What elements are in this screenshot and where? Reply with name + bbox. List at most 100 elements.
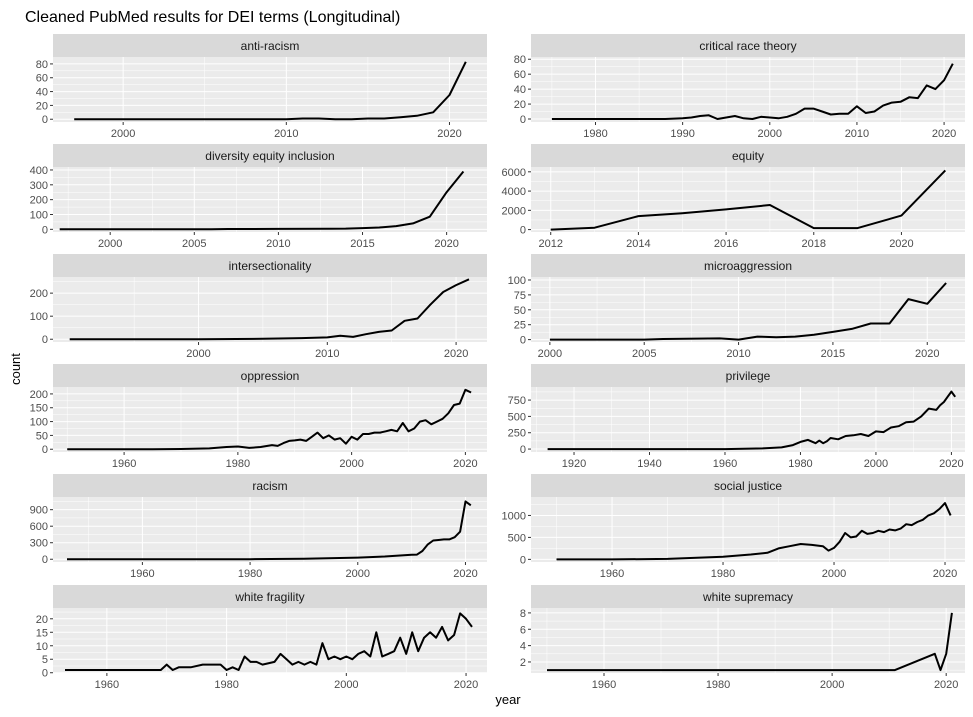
- facet-panel: social justice 0 500 1000 1960 1980 2000 2020: [502, 474, 965, 580]
- facet-strip-label: social justice: [714, 479, 782, 493]
- y-tick-label: 2: [520, 657, 526, 669]
- series-line: [551, 63, 954, 120]
- y-tick-label: 0: [520, 554, 526, 566]
- x-tick-label: 1960: [130, 568, 154, 580]
- x-axis-label: year: [495, 692, 521, 707]
- facet-strip-label: white fragility: [234, 590, 304, 604]
- x-tick-label: 2005: [632, 348, 656, 360]
- x-tick-label: 2020: [915, 348, 939, 360]
- y-tick-label: 6: [520, 624, 526, 636]
- facet-strip-label: diversity equity inclusion: [205, 149, 334, 163]
- y-tick-label: 0: [520, 225, 526, 237]
- y-tick-label: 5: [42, 654, 48, 666]
- series-line: [69, 278, 470, 341]
- y-tick-label: 40: [514, 84, 526, 96]
- y-tick-label: 80: [36, 59, 48, 71]
- x-tick-label: 2020: [437, 128, 461, 140]
- y-tick-label: 60: [514, 69, 526, 81]
- x-tick-label: 2000: [186, 348, 210, 360]
- facet-strip: [531, 34, 965, 57]
- x-tick-label: 2020: [453, 568, 477, 580]
- y-tick-label: 0: [520, 114, 526, 126]
- y-tick-label: 6000: [502, 167, 526, 179]
- x-tick-label: 2020: [889, 238, 913, 250]
- x-tick-label: 1960: [713, 458, 737, 470]
- x-tick-label: 1980: [214, 679, 238, 691]
- y-tick-label: 100: [30, 209, 48, 221]
- facet-panel: microaggression 0 25 50 75 100 2000 2005 2010 201…: [508, 254, 965, 360]
- panel-background: [53, 387, 487, 452]
- facet-strip: [53, 585, 487, 608]
- series-line: [65, 612, 473, 671]
- x-tick-label: 2020: [454, 679, 478, 691]
- facet-panel: equity 0 2000 4000 6000 2012 2014 2016 2018 2020: [502, 144, 965, 250]
- facet-strip-label: equity: [732, 149, 764, 163]
- chart-title: Cleaned PubMed results for DEI terms (Lo…: [25, 9, 400, 26]
- x-tick-label: 1960: [95, 679, 119, 691]
- x-tick-label: 1960: [600, 568, 624, 580]
- series-line: [67, 500, 472, 561]
- facet-strip: [53, 34, 487, 57]
- y-tick-label: 0: [42, 668, 48, 680]
- x-tick-label: 2015: [350, 238, 374, 250]
- x-tick-label: 2020: [933, 568, 957, 580]
- facet-panel: diversity equity inclusion 0 100 200 300 400 2…: [30, 144, 487, 250]
- y-tick-label: 200: [30, 389, 48, 401]
- x-tick-label: 2000: [820, 679, 844, 691]
- x-tick-label: 2000: [111, 128, 135, 140]
- y-tick-label: 250: [508, 428, 526, 440]
- y-tick-label: 40: [36, 87, 48, 99]
- y-tick-label: 20: [36, 100, 48, 112]
- x-tick-label: 2000: [758, 128, 782, 140]
- panel-background: [531, 167, 965, 232]
- x-tick-label: 1980: [711, 568, 735, 580]
- facet-strip-label: racism: [252, 479, 287, 493]
- x-tick-label: 1980: [226, 458, 250, 470]
- x-tick-label: 1980: [238, 568, 262, 580]
- y-tick-label: 25: [514, 320, 526, 332]
- x-tick-label: 1990: [670, 128, 694, 140]
- facet-strip-label: microaggression: [704, 259, 792, 273]
- panel-background: [53, 57, 487, 122]
- facet-panel: white supremacy 2 4 6 8 1960 1980 2000 2020: [520, 585, 965, 691]
- facet-panel: privilege 0 250 500 750 1920 1940 1960 1980 2000 2…: [508, 364, 965, 470]
- facet-panel: racism 0 300 600 900 1960 1980 2000 2020: [30, 474, 487, 580]
- x-tick-label: 2015: [821, 348, 845, 360]
- facet-panel: intersectionality 0 100 200 2000 2010 2020: [30, 254, 487, 360]
- facet-strip: [53, 474, 487, 497]
- y-tick-label: 0: [42, 554, 48, 566]
- series-line: [67, 388, 472, 451]
- x-tick-label: 2000: [334, 679, 358, 691]
- y-tick-label: 80: [514, 54, 526, 66]
- x-tick-label: 2000: [864, 458, 888, 470]
- panel-background: [53, 277, 487, 342]
- facet-strip: [531, 585, 965, 608]
- x-tick-label: 2000: [98, 238, 122, 250]
- x-tick-label: 2005: [182, 238, 206, 250]
- y-tick-label: 0: [520, 335, 526, 347]
- y-tick-label: 100: [30, 417, 48, 429]
- x-tick-label: 2014: [626, 238, 650, 250]
- facet-strip: [531, 254, 965, 277]
- y-tick-label: 75: [514, 290, 526, 302]
- y-tick-label: 0: [42, 334, 48, 346]
- x-tick-label: 2000: [346, 568, 370, 580]
- y-tick-label: 10: [36, 641, 48, 653]
- x-tick-label: 2010: [274, 128, 298, 140]
- x-tick-label: 1960: [592, 679, 616, 691]
- y-tick-label: 200: [30, 195, 48, 207]
- y-tick-label: 0: [42, 224, 48, 236]
- y-tick-label: 300: [30, 538, 48, 550]
- series-line: [547, 390, 957, 451]
- facet-strip: [531, 474, 965, 497]
- y-tick-label: 100: [508, 275, 526, 287]
- facet-strip: [53, 144, 487, 167]
- x-tick-label: 2020: [932, 128, 956, 140]
- y-tick-label: 400: [30, 165, 48, 177]
- facet-strip: [531, 364, 965, 387]
- facet-strip-label: privilege: [726, 369, 771, 383]
- y-tick-label: 15: [36, 627, 48, 639]
